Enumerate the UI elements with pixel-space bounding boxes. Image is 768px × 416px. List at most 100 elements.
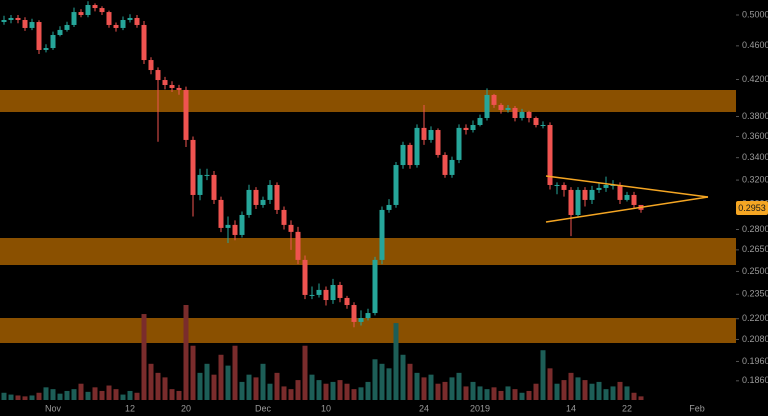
candle-body [176,87,182,90]
y-tick-label: 0.2800 [742,224,768,234]
candle-body [589,189,595,200]
y-tick-label: 0.1860 [742,375,768,385]
axes: 0.5000 0.4600 0.4200 0.3800 0.3600 0.3400 0.32… [45,9,768,413]
candle-body [211,174,217,200]
x-tick-label: 22 [622,403,632,413]
candle-body [1,19,7,23]
candle-body [365,313,371,319]
candle-body [393,165,399,205]
candle-body [323,289,329,301]
volume-bar [540,350,546,400]
y-tick-label: 0.2650 [742,244,768,254]
candle-body [92,5,98,9]
volume-bar [414,372,420,400]
volume-bar [365,381,371,400]
volume-bar [302,345,308,400]
pattern-line [545,175,709,198]
volume-bar [638,396,644,400]
volume-bar [561,380,567,400]
candle-body [267,184,273,200]
volume-bar [526,390,532,400]
candle-body [43,48,49,50]
candle-body [624,194,630,200]
candle-body [141,24,147,61]
candle-body [106,12,112,25]
volume-bar [183,305,189,400]
candle-body [134,17,140,25]
volume-bar [603,389,609,400]
volume-bar [491,387,497,400]
volume-bar [190,345,196,400]
candle-body [288,224,294,232]
candle-body [22,19,28,28]
candle-body [127,17,133,20]
x-tick-label: Nov [45,403,62,413]
candle-body [631,194,637,205]
volume-bar [162,377,168,400]
y-tick-label: 0.2350 [742,289,768,299]
volume-bar [463,386,469,400]
candle-body [456,127,462,160]
candle-body [71,12,77,25]
x-tick-label: 14 [566,403,576,413]
candle-body [505,107,511,110]
candle-body [351,305,357,322]
volume-bar [337,380,343,400]
candle-body [29,22,35,28]
volume-bar [204,363,210,400]
volume-bar [435,383,441,400]
volume-bar [421,377,427,400]
volume-bar [232,345,238,400]
volume-bar [624,386,630,400]
volume-bar [316,380,322,400]
volume-bar [470,381,476,400]
volume-bar [99,390,105,400]
candle-body [484,94,490,118]
candle-body [197,174,203,195]
candle-body [554,184,560,186]
y-tick-label: 0.3200 [742,174,768,184]
volume-bar [547,368,553,400]
candle-body [155,70,161,81]
volume-bar [274,372,280,400]
volume-bar [617,381,623,400]
volume-bar [218,354,224,400]
candle-body [442,154,448,175]
volume-bar [267,383,273,400]
volume-bar [1,392,7,400]
candle-body [540,124,546,126]
volume-bar [113,389,119,400]
candle-body [449,159,455,175]
volume-bar [386,368,392,400]
volume-bar [344,383,350,400]
volume-bar [477,386,483,400]
candle-body [99,8,105,13]
volume-bar [15,395,21,400]
volume-bar [295,380,301,400]
triangle-pattern [545,175,709,223]
volume-bar [29,395,35,400]
volume-bar [372,359,378,400]
volume-bar [260,363,266,400]
candle-body [57,29,63,35]
volume-bar [533,383,539,400]
candle-body [386,204,392,210]
volume-bar [246,374,252,400]
support-zone [0,318,736,343]
candle-body [309,294,315,296]
y-tick-label: 0.2080 [742,334,768,344]
candle-body [470,124,476,131]
volume-bar [610,386,616,400]
volume-bar [127,390,133,400]
x-tick-label: 20 [181,403,191,413]
volume-bar [22,396,28,400]
volume-bar [8,394,14,400]
candle-body [218,199,224,228]
y-tick-label: 0.4200 [742,74,768,84]
x-tick-label: 12 [125,403,135,413]
candle-body [302,259,308,295]
volume-bar [211,374,217,400]
candle-body [603,184,609,188]
